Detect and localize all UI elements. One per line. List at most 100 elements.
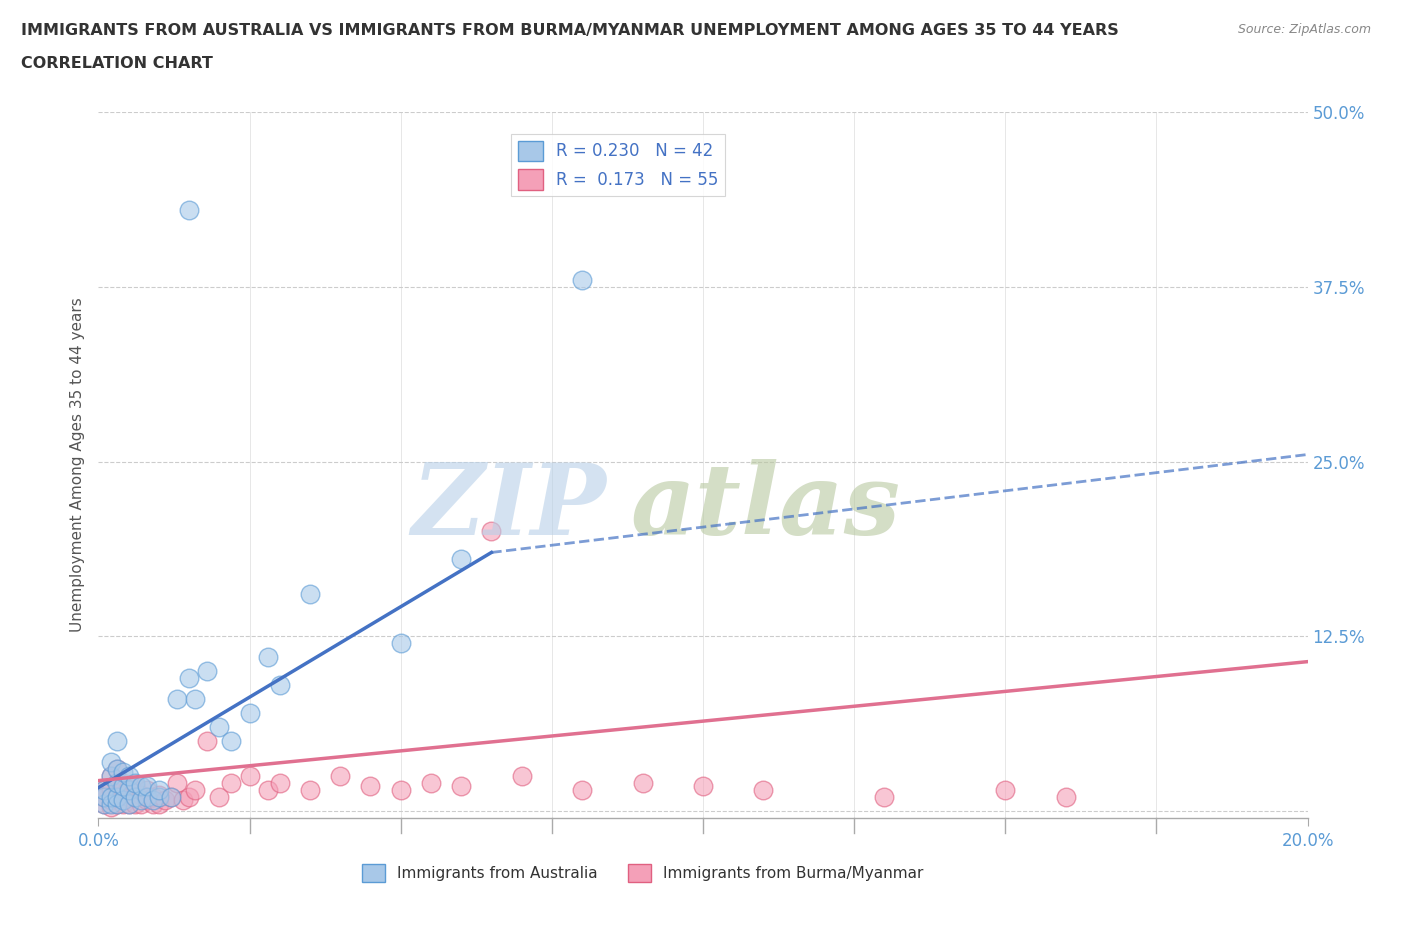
Point — [100, 792, 122, 807]
Point — [1054, 790, 1077, 804]
Point — [179, 671, 201, 686]
Point — [124, 790, 146, 804]
Point — [208, 720, 231, 735]
Point — [118, 783, 141, 798]
Point — [105, 790, 128, 804]
Point — [118, 797, 141, 812]
Point — [129, 778, 152, 793]
Text: IMMIGRANTS FROM AUSTRALIA VS IMMIGRANTS FROM BURMA/MYANMAR UNEMPLOYMENT AMONG AG: IMMIGRANTS FROM AUSTRALIA VS IMMIGRANTS … — [21, 23, 1119, 38]
Text: Source: ZipAtlas.com: Source: ZipAtlas.com — [1237, 23, 1371, 36]
Point — [160, 790, 183, 804]
Point — [510, 769, 533, 784]
Point — [105, 762, 128, 777]
Point — [105, 776, 128, 790]
Point — [100, 769, 122, 784]
Point — [129, 797, 152, 812]
Point — [450, 778, 472, 793]
Text: ZIP: ZIP — [412, 459, 606, 555]
Point — [118, 769, 141, 784]
Point — [148, 783, 170, 798]
Point — [166, 776, 188, 790]
Point — [481, 524, 503, 538]
Point — [111, 776, 134, 790]
Point — [329, 769, 352, 784]
Point — [93, 797, 115, 812]
Point — [142, 797, 165, 812]
Point — [124, 790, 146, 804]
Point — [111, 778, 134, 793]
Y-axis label: Unemployment Among Ages 35 to 44 years: Unemployment Among Ages 35 to 44 years — [69, 298, 84, 632]
Point — [195, 664, 218, 679]
Point — [105, 790, 128, 804]
Point — [118, 778, 141, 793]
Point — [148, 787, 170, 802]
Point — [100, 769, 122, 784]
Point — [184, 692, 207, 707]
Point — [239, 706, 262, 721]
Point — [111, 764, 134, 779]
Point — [256, 783, 278, 798]
Point — [100, 790, 122, 804]
Point — [153, 792, 176, 807]
Point — [111, 792, 134, 807]
Point — [105, 778, 128, 793]
Point — [299, 783, 322, 798]
Point — [179, 790, 201, 804]
Point — [105, 734, 128, 749]
Point — [118, 790, 141, 804]
Point — [420, 776, 443, 790]
Point — [148, 797, 170, 812]
Point — [389, 783, 412, 798]
Point — [111, 797, 134, 812]
Point — [124, 797, 146, 812]
Point — [105, 762, 128, 777]
Point — [100, 783, 122, 798]
Point — [135, 778, 157, 793]
Point — [692, 778, 714, 793]
Point — [221, 776, 243, 790]
Text: atlas: atlas — [630, 459, 900, 555]
Point — [100, 797, 122, 812]
Point — [148, 790, 170, 804]
Point — [172, 792, 194, 807]
Point — [135, 783, 157, 798]
Point — [93, 783, 115, 798]
Point — [994, 783, 1017, 798]
Point — [166, 692, 188, 707]
Point — [269, 776, 291, 790]
Point — [105, 797, 128, 812]
Point — [93, 790, 115, 804]
Point — [299, 587, 322, 602]
Point — [93, 797, 115, 812]
Point — [129, 787, 152, 802]
Point — [389, 636, 412, 651]
Point — [160, 790, 183, 804]
Point — [752, 783, 775, 798]
Point — [118, 797, 141, 812]
Point — [269, 678, 291, 693]
Point — [450, 552, 472, 567]
Point — [93, 790, 115, 804]
Text: CORRELATION CHART: CORRELATION CHART — [21, 56, 212, 71]
Point — [93, 783, 115, 798]
Point — [135, 792, 157, 807]
Point — [221, 734, 243, 749]
Point — [631, 776, 654, 790]
Point — [256, 650, 278, 665]
Point — [124, 776, 146, 790]
Point — [111, 787, 134, 802]
Legend: Immigrants from Australia, Immigrants from Burma/Myanmar: Immigrants from Australia, Immigrants fr… — [356, 857, 929, 888]
Point — [873, 790, 896, 804]
Point — [571, 272, 593, 287]
Point — [100, 800, 122, 815]
Point — [360, 778, 382, 793]
Point — [124, 778, 146, 793]
Point — [142, 790, 165, 804]
Point — [195, 734, 218, 749]
Point — [208, 790, 231, 804]
Point — [135, 790, 157, 804]
Point — [239, 769, 262, 784]
Point — [142, 792, 165, 807]
Point — [184, 783, 207, 798]
Point — [105, 797, 128, 812]
